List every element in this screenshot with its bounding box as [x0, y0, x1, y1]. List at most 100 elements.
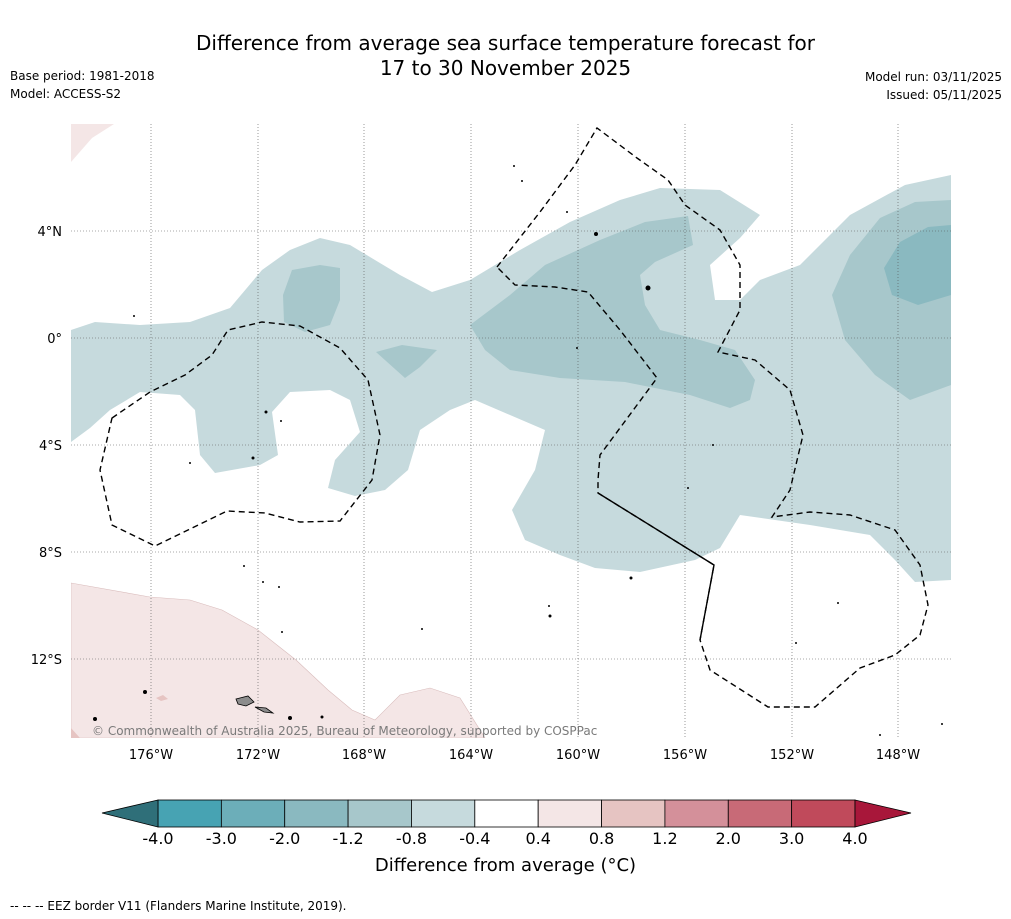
- island-dot: [93, 717, 97, 721]
- colorbar-segment: [347, 799, 412, 828]
- island-dot: [251, 456, 255, 460]
- island-dot: [288, 716, 292, 720]
- colorbar-segments: [157, 799, 856, 828]
- colorbar-ticks: -4.0 -3.0 -2.0 -1.2 -0.8 -0.4 0.4 0.8 1.2 2.0 3.0 4…: [142, 829, 867, 848]
- colorbar-tick-label: -0.4: [459, 829, 490, 848]
- islands: [93, 165, 943, 736]
- island-dot: [521, 180, 523, 182]
- lat-label: 0°: [47, 332, 62, 347]
- island-dot: [262, 581, 264, 583]
- lon-label: 156°W: [663, 748, 707, 763]
- colorbar-label: Difference from average (°C): [374, 855, 637, 876]
- colorbar-tick-label: 1.2: [652, 829, 677, 848]
- base-period: Base period: 1981-2018: [10, 69, 155, 83]
- island-dot: [320, 715, 324, 719]
- island-dot: [576, 347, 578, 349]
- island-dot: [566, 211, 568, 213]
- island-dot: [421, 628, 423, 630]
- island-dot: [243, 565, 245, 567]
- lat-label: 12°S: [31, 653, 62, 668]
- map-plot-area: [71, 124, 951, 738]
- island-dot: [941, 723, 943, 725]
- lat-label: 4°N: [38, 225, 63, 240]
- lon-axis: 176°W 172°W 168°W 164°W 160°W 156°W 152°…: [129, 748, 920, 763]
- colorbar-tick-label: 2.0: [716, 829, 741, 848]
- meta-right: Model run: 03/11/2025 Issued: 05/11/2025: [865, 68, 1002, 104]
- colorbar-segment: [157, 799, 222, 828]
- colorbar-segment: [727, 799, 793, 828]
- colorbar-segment: [537, 799, 602, 828]
- model-run: Model run: 03/11/2025: [864, 70, 1002, 84]
- meta-left: Base period: 1981-2018 Model: ACCESS-S2: [10, 67, 155, 103]
- island-dot: [687, 487, 689, 489]
- colorbar-segment: [411, 799, 476, 828]
- island-dot: [513, 165, 515, 167]
- title-line-1: Difference from average sea surface temp…: [195, 31, 815, 55]
- eez-phoenix: [496, 126, 929, 708]
- colorbar-tick-label: 0.4: [525, 829, 550, 848]
- colorbar-tick-label: 3.0: [779, 829, 804, 848]
- copyright-notice: © Commonwealth of Australia 2025, Bureau…: [92, 724, 598, 738]
- colorbar-over-arrow: [854, 799, 912, 828]
- warm-anomaly-top-left: [71, 124, 114, 162]
- title-line-2: 17 to 30 November 2025: [379, 56, 632, 80]
- issued-date: Issued: 05/11/2025: [886, 88, 1002, 102]
- lon-label: 152°W: [770, 748, 814, 763]
- island-dot: [879, 734, 881, 736]
- lat-label: 8°S: [39, 546, 62, 561]
- island-dot: [278, 586, 280, 588]
- island-dot: [281, 631, 283, 633]
- warm-spot: [156, 695, 168, 701]
- colorbar-tick-label: 4.0: [842, 829, 867, 848]
- cool-anomaly-west: [283, 265, 340, 332]
- lat-axis: 4°N 0° 4°S 8°S 12°S: [31, 225, 62, 668]
- eez-footnote: -- -- -- EEZ border V11 (Flanders Marine…: [10, 899, 347, 913]
- samoa-island-upolu: [254, 706, 275, 714]
- colorbar-segment: [220, 799, 286, 828]
- island-dot: [280, 420, 282, 422]
- warm-corner: [71, 728, 80, 738]
- colorbar-tick-label: -0.8: [396, 829, 427, 848]
- eez-borders: [99, 126, 929, 708]
- lon-label: 176°W: [129, 748, 173, 763]
- colorbar-tick-label: 0.8: [589, 829, 614, 848]
- colorbar-tick-label: -4.0: [142, 829, 173, 848]
- island-dot: [837, 602, 839, 604]
- eez-solid-segment: [597, 492, 715, 641]
- island-dot: [629, 576, 633, 580]
- warm-anomaly-south: [71, 582, 486, 738]
- chart-title: Difference from average sea surface temp…: [0, 31, 1011, 81]
- colorbar-segment: [601, 799, 666, 828]
- cool-anomaly-small: [376, 345, 437, 378]
- colorbar-segment: [474, 799, 539, 828]
- colorbar-segment: [791, 799, 856, 828]
- colorbar-segment: [664, 799, 729, 828]
- island-dot: [795, 642, 797, 644]
- cool-anomaly-center: [470, 216, 755, 408]
- island-dot: [264, 410, 268, 414]
- island-dot: [594, 232, 598, 236]
- island-dot: [548, 605, 550, 607]
- cool-anomaly-east-core: [884, 225, 951, 305]
- island-dot: [712, 444, 714, 446]
- lat-label: 4°S: [39, 439, 62, 454]
- island-dot: [143, 690, 147, 694]
- graticule: [71, 124, 951, 738]
- island-dot: [189, 462, 191, 464]
- eez-tokelau: [99, 321, 381, 547]
- colorbar-tick-label: -3.0: [206, 829, 237, 848]
- lon-label: 168°W: [342, 748, 386, 763]
- island-dot: [133, 315, 135, 317]
- lon-label: 160°W: [556, 748, 600, 763]
- lon-label: 172°W: [236, 748, 280, 763]
- colorbar-segment: [284, 799, 349, 828]
- model-name: Model: ACCESS-S2: [10, 87, 122, 101]
- samoa-island-savaii: [235, 695, 255, 707]
- lon-label: 148°W: [876, 748, 920, 763]
- colorbar-tick-label: -2.0: [269, 829, 300, 848]
- colorbar-tick-label: -1.2: [332, 829, 363, 848]
- island-dot: [548, 614, 552, 618]
- colorbar-under-arrow: [101, 799, 159, 828]
